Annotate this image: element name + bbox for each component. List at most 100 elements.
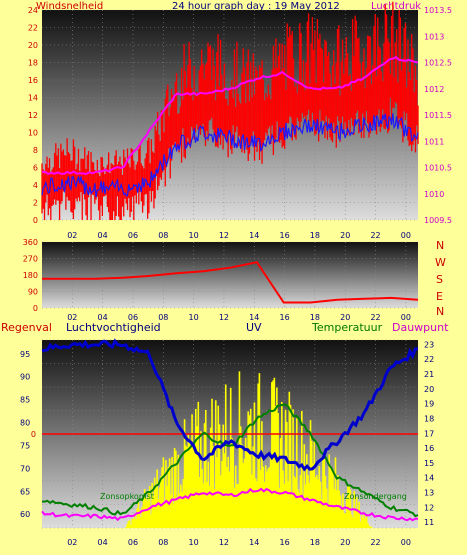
- temperature-tick: 20: [424, 385, 434, 394]
- hour-tick: 16: [279, 231, 289, 240]
- rain-zero-label: 0: [31, 430, 36, 439]
- average-wind-line: [41, 113, 419, 198]
- rain-label: Regenval: [1, 321, 52, 334]
- direction-tick: 90: [28, 288, 38, 297]
- compass-s: S: [436, 273, 443, 286]
- temperature-line: [41, 403, 419, 518]
- hour-tick: 06: [128, 313, 138, 322]
- wind-speed-tick: 4: [33, 181, 38, 190]
- direction-tick: 180: [23, 271, 38, 280]
- humidity-tick: 65: [20, 487, 30, 496]
- pressure-tick: 1013.5: [424, 6, 452, 15]
- temperature-tick: 16: [424, 444, 434, 453]
- wind-speed-tick: 0: [33, 216, 38, 225]
- temperature-tick: 13: [424, 488, 434, 497]
- wind-speed-tick: 22: [28, 24, 38, 33]
- wind-speed-tick: 6: [33, 164, 38, 173]
- hour-tick: 22: [370, 231, 380, 240]
- hour-tick: 00: [401, 231, 411, 240]
- hour-tick: 10: [189, 313, 199, 322]
- wind-speed-tick: 24: [28, 6, 38, 15]
- hour-tick: 14: [249, 231, 259, 240]
- hour-tick: 12: [219, 313, 229, 322]
- compass-n-top: N: [436, 239, 445, 252]
- uv-label: UV: [246, 321, 262, 334]
- hour-tick: 12: [219, 231, 229, 240]
- wind-speed-tick: 16: [28, 76, 38, 85]
- hour-tick: 18: [310, 231, 320, 240]
- hour-tick: 00: [401, 313, 411, 322]
- hour-tick: 02: [67, 313, 77, 322]
- wind-speed-tick: 8: [33, 146, 38, 155]
- hour-tick: 20: [340, 313, 350, 322]
- temperature-tick: 14: [424, 474, 434, 483]
- temperature-tick: 18: [424, 414, 434, 423]
- hour-tick: 12: [219, 538, 229, 547]
- wind-speed-label: Windsnelheid: [36, 1, 104, 12]
- humidity-tick: 75: [20, 441, 30, 450]
- hour-tick: 02: [67, 538, 77, 547]
- chart-title: 24 hour graph day : 19 May 2012: [172, 1, 340, 12]
- dewpoint-label: Dauwpunt: [392, 321, 449, 334]
- wind-speed-tick: 18: [28, 59, 38, 68]
- pressure-tick: 1010.5: [424, 164, 452, 173]
- hour-tick: 16: [279, 313, 289, 322]
- temperature-label: Temperatuur: [312, 321, 383, 334]
- pressure-line: [41, 56, 419, 176]
- hour-tick: 20: [340, 231, 350, 240]
- temperature-tick: 23: [424, 340, 434, 349]
- hour-tick: 02: [67, 231, 77, 240]
- humidity-label: Luchtvochtigheid: [66, 321, 161, 334]
- temperature-tick: 12: [424, 503, 434, 512]
- hour-tick: 04: [98, 538, 108, 547]
- temperature-tick: 17: [424, 429, 434, 438]
- direction-tick: 360: [23, 238, 38, 247]
- dewpoint-line: [41, 487, 419, 522]
- hour-tick: 06: [128, 231, 138, 240]
- temperature-tick: 22: [424, 355, 434, 364]
- direction-tick: 270: [23, 255, 38, 264]
- hour-tick: 18: [310, 538, 320, 547]
- hour-tick: 10: [189, 538, 199, 547]
- hour-tick: 04: [98, 231, 108, 240]
- hour-tick: 22: [370, 538, 380, 547]
- sunrise-label: Zonsopkomst: [100, 492, 154, 501]
- uv-series: [125, 371, 373, 528]
- pressure-tick: 1012: [424, 85, 444, 94]
- hour-tick: 08: [158, 538, 168, 547]
- sunset-label: Zonsondergang: [344, 492, 407, 501]
- compass-e: E: [436, 290, 443, 303]
- humidity-line: [41, 338, 418, 472]
- pressure-tick: 1013: [424, 32, 444, 41]
- humidity-tick: 60: [20, 510, 30, 519]
- compass-w: W: [435, 256, 446, 269]
- hour-tick: 08: [158, 231, 168, 240]
- hour-tick: 18: [310, 313, 320, 322]
- pressure-tick: 1012.5: [424, 59, 452, 68]
- humidity-tick: 80: [20, 419, 30, 428]
- temperature-tick: 11: [424, 518, 434, 527]
- compass-n-bottom: N: [436, 305, 445, 318]
- hour-tick: 00: [401, 538, 411, 547]
- hour-tick: 20: [340, 538, 350, 547]
- pressure-tick: 1010: [424, 190, 444, 199]
- hour-tick: 04: [98, 313, 108, 322]
- wind-speed-tick: 20: [28, 41, 38, 50]
- wind-speed-tick: 14: [28, 94, 38, 103]
- wind-speed-series: [41, 1, 419, 220]
- humidity-tick: 70: [20, 464, 30, 473]
- pressure-tick: 1011.5: [424, 111, 452, 120]
- hour-tick: 14: [249, 538, 259, 547]
- temperature-tick: 21: [424, 370, 434, 379]
- wind-speed-tick: 10: [28, 129, 38, 138]
- humidity-tick: 90: [20, 373, 30, 382]
- direction-tick: 0: [33, 304, 38, 313]
- hour-tick: 06: [128, 538, 138, 547]
- wind-direction-line: [42, 261, 419, 304]
- hour-tick: 10: [189, 231, 199, 240]
- hour-tick: 14: [249, 313, 259, 322]
- wind-speed-tick: 12: [28, 111, 38, 120]
- hour-tick: 08: [158, 313, 168, 322]
- humidity-tick: 85: [20, 396, 30, 405]
